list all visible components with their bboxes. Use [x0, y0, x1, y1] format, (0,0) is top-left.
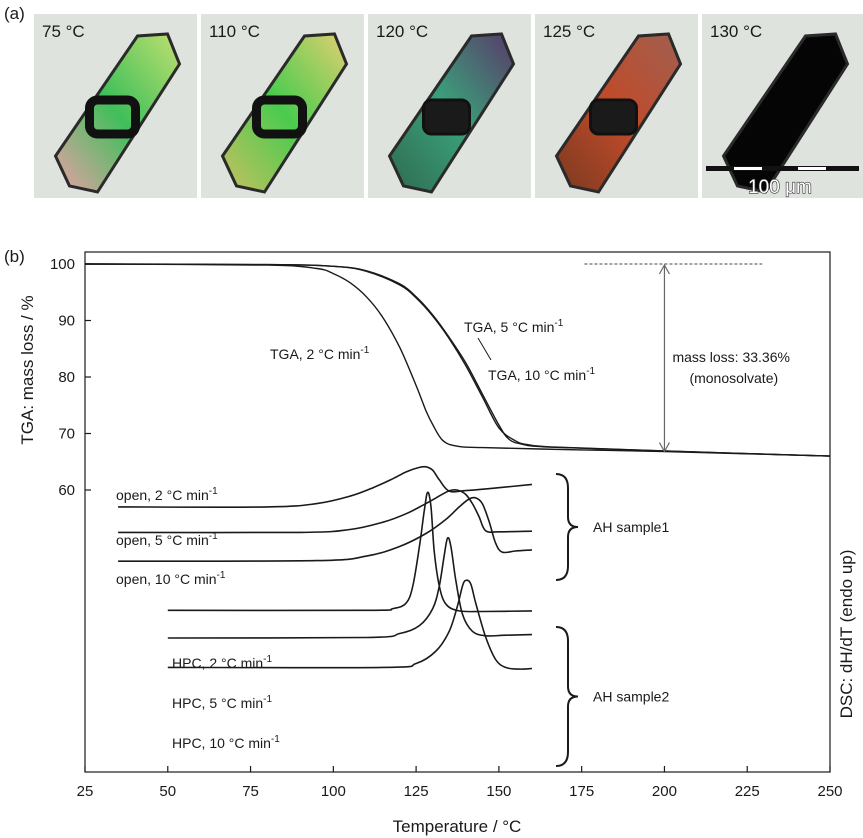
micrograph-strip: (a) 75 °C 110 °C 120 °C 125 °C 130 °C 100 μm [4, 4, 863, 199]
inclusion [252, 95, 307, 139]
x-tick-label: 125 [404, 783, 429, 800]
x-tick-label: 225 [735, 783, 760, 800]
tga-curve-2 [84, 263, 831, 457]
x-axis-ticks: 25 50 75 100 125 150 175 200 225 250 [77, 766, 843, 800]
dsc-curve-5 [118, 489, 533, 534]
dsc-series-label: HPC, 2 °C min-1 [172, 654, 273, 671]
x-tick-label: 50 [159, 783, 176, 800]
dsc-curve-10 [167, 579, 533, 670]
inclusion [85, 95, 140, 139]
photo-temperature-label: 125 °C [543, 22, 595, 41]
x-tick-label: 75 [242, 783, 259, 800]
dsc-group: HPC, 2 °C min-1 HPC, 5 °C min-1 HPC, 10 °C… [167, 491, 669, 767]
panel-b-label: (b) [4, 247, 25, 266]
x-tick-label: 25 [77, 783, 94, 800]
y-axis-label-left: TGA: mass loss / % [18, 295, 37, 444]
dsc-curves: open, 2 °C min-1 open, 5 °C min-1 open, 10… [116, 465, 669, 767]
tga-curve-10 [84, 263, 831, 457]
x-tick-label: 175 [569, 783, 594, 800]
x-tick-label: 100 [321, 783, 346, 800]
y-axis-label-right: DSC: dH/dT (endo up) [837, 550, 856, 719]
annotations: mass loss: 33.36% (monosolvate) [584, 263, 790, 453]
crystal-photo: 120 °C [368, 14, 531, 198]
crystal-photo: 110 °C [201, 14, 364, 198]
tga-series-label: TGA, 10 °C min-1 [488, 366, 596, 383]
dsc-curve-10 [118, 496, 533, 563]
plot-frame [84, 251, 831, 773]
mass-loss-label: mass loss: 33.36% [672, 349, 790, 365]
inclusion [422, 98, 471, 136]
scale-bar: 100 μm [706, 166, 859, 199]
y-tick-label: 100 [50, 256, 75, 273]
tga-label-leader [477, 337, 492, 361]
dsc-curve-5 [167, 536, 533, 639]
x-tick-label: 200 [652, 783, 677, 800]
x-tick-label: 150 [486, 783, 511, 800]
dsc-group-label: AH sample2 [593, 689, 669, 705]
dsc-series-label: open, 10 °C min-1 [116, 570, 226, 587]
y-tick-label: 60 [58, 482, 75, 499]
dsc-group-label: AH sample1 [593, 519, 669, 535]
x-axis-label: Temperature / °C [393, 817, 522, 836]
tga-series-label: TGA, 5 °C min-1 [464, 318, 564, 335]
crystal-photos: 75 °C 110 °C 120 °C 125 °C 130 °C [34, 14, 863, 198]
y-tick-label: 80 [58, 369, 75, 386]
crystal-photo: 125 °C [535, 14, 698, 198]
inclusion [589, 98, 638, 136]
scale-bar-label: 100 μm [748, 177, 812, 198]
group-brace [555, 626, 579, 767]
dsc-series-label: HPC, 5 °C min-1 [172, 694, 273, 711]
dsc-curve-2 [118, 465, 533, 508]
arrow-head-up [658, 263, 670, 275]
crystal-photo: 75 °C [34, 14, 197, 198]
tga-curves: TGA, 2 °C min-1 TGA, 5 °C min-1 TGA, 10 °C… [84, 263, 831, 457]
x-tick-label: 250 [817, 783, 842, 800]
monosolvate-label: (monosolvate) [689, 370, 778, 386]
dsc-series-label: HPC, 10 °C min-1 [172, 734, 280, 751]
arrow-head-down [658, 442, 670, 453]
photo-temperature-label: 75 °C [42, 22, 85, 41]
tga-series-label: TGA, 2 °C min-1 [270, 345, 370, 362]
y-tick-label: 90 [58, 313, 75, 330]
y-axis-ticks: 60 70 80 90 100 [50, 256, 91, 499]
dsc-series-label: open, 5 °C min-1 [116, 531, 218, 548]
photo-temperature-label: 120 °C [376, 22, 428, 41]
photo-temperature-label: 110 °C [209, 22, 260, 41]
chart: (b) 25 50 75 100 125 150 175 200 225 250 60 70 80 90… [4, 247, 856, 836]
y-tick-label: 70 [58, 426, 75, 443]
panel-a-label: (a) [4, 4, 25, 23]
dsc-curve-2 [167, 491, 533, 613]
dsc-series-label: open, 2 °C min-1 [116, 486, 218, 503]
group-brace [555, 473, 579, 581]
photo-temperature-label: 130 °C [710, 22, 762, 41]
dsc-group: open, 2 °C min-1 open, 5 °C min-1 open, 10… [116, 465, 669, 587]
